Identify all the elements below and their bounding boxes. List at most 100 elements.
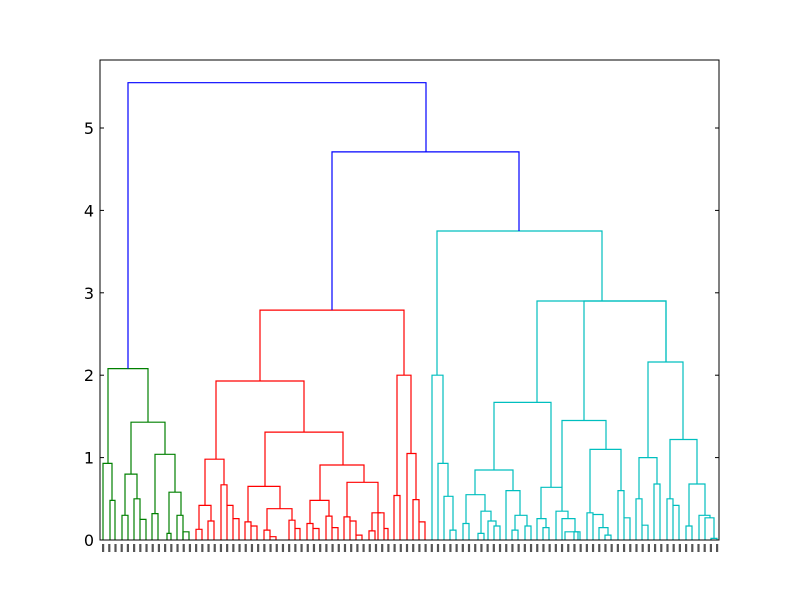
dendrogram-link (443, 495, 454, 540)
dendrogram-link (294, 527, 301, 540)
leaf-label (529, 544, 533, 552)
dendrogram-link (176, 514, 184, 540)
leaf-label (362, 544, 365, 552)
leaf-label (622, 544, 626, 552)
leaf-label (709, 544, 712, 552)
leaf-label (114, 544, 117, 552)
leaf-label (573, 544, 576, 552)
y-tick-label: 5 (84, 119, 94, 138)
leaf-label (505, 544, 508, 552)
leaf-label (604, 544, 607, 552)
leaf-label (542, 544, 545, 552)
dendrogram-link (592, 513, 604, 540)
leaf-label (554, 544, 557, 552)
leaf-label (331, 544, 334, 552)
leaf-label (275, 544, 278, 552)
leaf-label (548, 544, 551, 552)
leaf-label (691, 544, 694, 552)
leaf-label (424, 544, 427, 552)
dendrogram-link (487, 520, 497, 540)
leaf-label (672, 544, 675, 552)
leaf-label (195, 544, 198, 552)
dendrogram-link (269, 536, 277, 540)
leaf-label (226, 544, 229, 552)
dendrogram-link (524, 525, 532, 540)
dendrogram-link (250, 525, 258, 540)
leaf-label (145, 544, 148, 552)
dendrogram-link (641, 524, 649, 540)
dendrogram-link (247, 485, 281, 522)
dendrogram-link (561, 517, 576, 540)
leaf-label (716, 544, 719, 552)
leaf-label (616, 544, 619, 552)
leaf-label (288, 544, 291, 552)
dendrogram-link (346, 481, 379, 517)
dendrogram-link (226, 504, 234, 540)
leaf-label (511, 544, 514, 552)
leaf-label (356, 544, 359, 552)
leaf-label (244, 544, 247, 552)
plot-frame (99, 59, 720, 541)
dendrogram-link (480, 510, 492, 534)
leaf-label (219, 544, 223, 552)
leaf-label (449, 544, 452, 552)
dendrogram-link (383, 527, 389, 540)
leaf-label (653, 544, 657, 552)
dendrogram-link (139, 518, 147, 540)
leaf-label (660, 544, 663, 552)
leaf-label (703, 544, 706, 552)
y-axis-ticks: 0 1 2 3 4 5 (84, 119, 719, 550)
leaf-label (337, 544, 340, 552)
leaf-label (560, 544, 564, 552)
dendrogram-link (653, 483, 661, 540)
dendrogram-link (604, 534, 612, 540)
dendrogram-link (437, 462, 449, 540)
leaf-label (263, 544, 266, 552)
leaf-label (133, 544, 136, 552)
leaf-label (207, 544, 210, 552)
leaf-label (257, 544, 260, 552)
leaf-label (474, 544, 477, 552)
dendrogram-link (623, 517, 631, 540)
leaf-label (405, 544, 409, 552)
dendrogram-link (493, 525, 501, 540)
leaf-label (412, 544, 415, 552)
leaf-label (523, 544, 526, 552)
dendrogram-link (109, 499, 116, 540)
leaf-label (430, 544, 433, 552)
leaf-label (480, 544, 483, 552)
leaf-label (238, 544, 241, 552)
leaf-label (517, 544, 520, 552)
dendrogram-link (319, 464, 365, 501)
leaf-label (598, 544, 601, 552)
leaf-label (170, 544, 173, 552)
leaf-label (492, 544, 495, 552)
leaf-label (567, 544, 570, 552)
dendrogram-link (698, 514, 711, 540)
leaf-label (455, 544, 458, 552)
leaf-label (591, 544, 595, 552)
leaf-label (188, 544, 192, 552)
dendrogram-link (127, 82, 427, 369)
leaf-label (536, 544, 539, 552)
dendrogram-link (672, 504, 680, 540)
dendrogram-link (505, 490, 521, 540)
leaf-label (399, 544, 402, 552)
leaf-label (319, 544, 322, 552)
leaf-label (629, 544, 632, 552)
leaf-label (641, 544, 644, 552)
leaf-label (306, 544, 309, 552)
leaf-label (250, 544, 254, 552)
leaf-label (684, 544, 688, 552)
y-tick-label: 4 (84, 201, 94, 220)
leaf-label (486, 544, 489, 552)
leaf-label (139, 544, 142, 552)
dendrogram-link (312, 527, 320, 540)
y-tick-label: 1 (84, 449, 94, 468)
leaf-label (102, 544, 105, 552)
leaf-label (585, 544, 588, 552)
leaf-label (157, 544, 161, 552)
dendrogram-link (542, 526, 550, 540)
leaf-label (393, 544, 396, 552)
